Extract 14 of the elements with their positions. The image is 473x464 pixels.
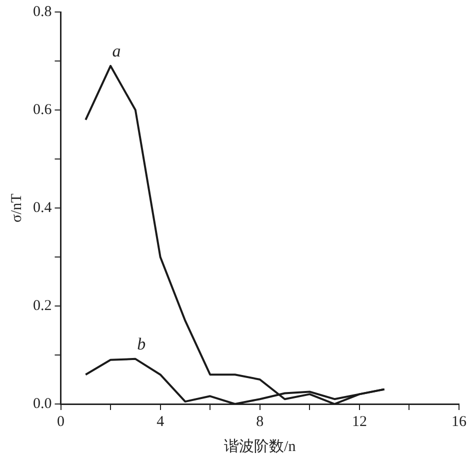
series-label: a (112, 41, 121, 60)
x-axis-title: 谐波阶数/n (224, 438, 296, 455)
x-tick-label: 12 (352, 414, 367, 430)
x-tick-label: 0 (57, 414, 64, 430)
y-axis-title: σ/nT (8, 194, 25, 222)
y-tick-label: 0.0 (33, 396, 52, 412)
y-tick-label: 0.2 (33, 298, 52, 314)
series-label: b (137, 334, 146, 354)
y-tick-label: 0.4 (33, 200, 52, 216)
x-tick-label: 8 (256, 414, 264, 430)
x-tick-label: 4 (156, 414, 165, 430)
y-tick-label: 0.6 (33, 102, 52, 118)
x-tick-label: 16 (452, 414, 467, 430)
y-tick-label: 0.8 (33, 4, 52, 20)
